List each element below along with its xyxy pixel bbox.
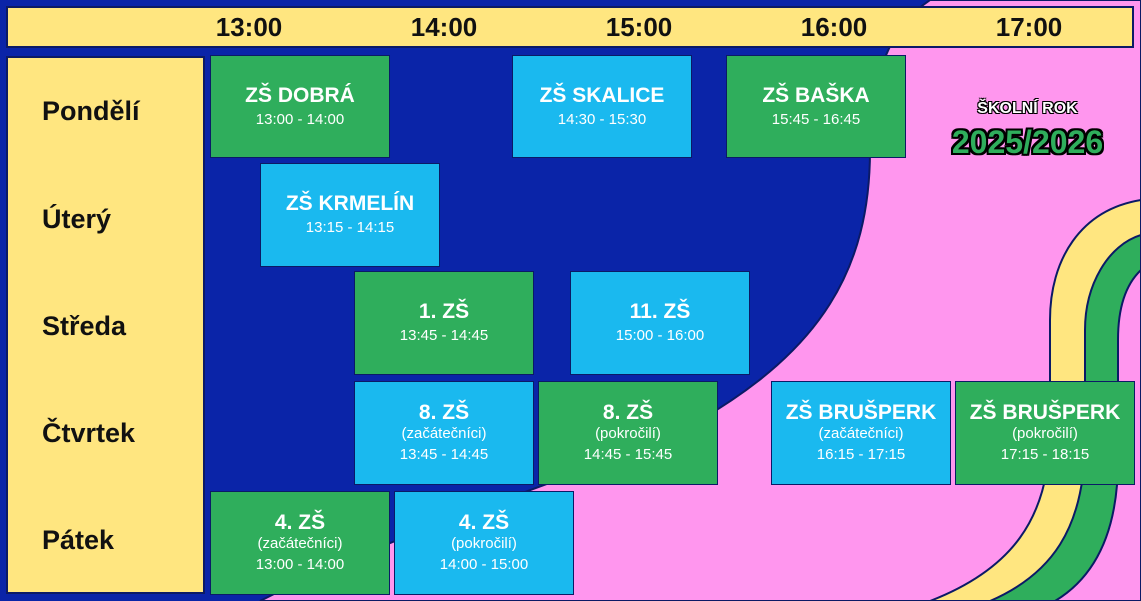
schedule-block[interactable]: 8. ZŠ (začátečníci) 13:45 - 14:45 bbox=[354, 381, 534, 485]
schedule-block[interactable]: ZŠ KRMELÍN 13:15 - 14:15 bbox=[260, 163, 440, 267]
schedule-block[interactable]: ZŠ BAŠKA 15:45 - 16:45 bbox=[726, 55, 906, 158]
schedule-block[interactable]: 1. ZŠ 13:45 - 14:45 bbox=[354, 271, 534, 375]
day-label: Středa bbox=[42, 311, 127, 341]
school-year-label: ŠKOLNÍ ROK bbox=[977, 100, 1078, 117]
block-level: (pokročilí) bbox=[595, 425, 661, 442]
block-time: 13:45 - 14:45 bbox=[399, 327, 489, 344]
schedule-block[interactable]: 8. ZŠ (pokročilí) 14:45 - 15:45 bbox=[538, 381, 718, 485]
block-time: 13:45 - 14:45 bbox=[399, 446, 489, 463]
block-time: 16:15 - 17:15 bbox=[816, 446, 906, 463]
block-level: (začátečníci) bbox=[401, 425, 487, 442]
block-time: 14:30 - 15:30 bbox=[557, 110, 647, 128]
schedule-block[interactable]: ZŠ SKALICE 14:30 - 15:30 bbox=[512, 55, 692, 158]
day-column: Pondělí Úterý Středa Čtvrtek Pátek bbox=[6, 56, 205, 594]
block-name: 4. ZŠ bbox=[274, 511, 326, 534]
day-label: Pátek bbox=[42, 525, 115, 555]
time-label: 14:00 bbox=[410, 12, 478, 42]
block-name: ZŠ KRMELÍN bbox=[285, 192, 415, 215]
block-time: 13:00 - 14:00 bbox=[255, 110, 345, 128]
block-time: 13:15 - 14:15 bbox=[305, 219, 395, 236]
time-header: 13:00 14:00 15:00 16:00 17:00 bbox=[6, 6, 1134, 48]
block-time: 14:00 - 15:00 bbox=[439, 556, 529, 573]
time-label: 16:00 bbox=[800, 12, 868, 42]
block-time: 13:00 - 14:00 bbox=[255, 556, 345, 573]
block-name: 11. ZŠ bbox=[629, 300, 691, 323]
schedule-block[interactable]: ZŠ BRUŠPERK (začátečníci) 16:15 - 17:15 bbox=[771, 381, 951, 485]
block-name: ZŠ SKALICE bbox=[539, 83, 665, 107]
block-level: (začátečníci) bbox=[257, 535, 343, 552]
schedule-block[interactable]: 4. ZŠ (začátečníci) 13:00 - 14:00 bbox=[210, 491, 390, 595]
school-year-value: 2025/2026 bbox=[951, 124, 1104, 160]
time-label: 15:00 bbox=[605, 12, 673, 42]
block-name: ZŠ BRUŠPERK bbox=[969, 401, 1121, 424]
block-name: 8. ZŠ bbox=[418, 401, 470, 424]
block-level: (pokročilí) bbox=[1012, 425, 1078, 442]
block-name: ZŠ BAŠKA bbox=[762, 83, 870, 107]
schedule-block[interactable]: ZŠ BRUŠPERK (pokročilí) 17:15 - 18:15 bbox=[955, 381, 1135, 485]
block-name: 1. ZŠ bbox=[418, 300, 470, 323]
block-name: ZŠ DOBRÁ bbox=[245, 83, 355, 107]
block-name: ZŠ BRUŠPERK bbox=[785, 401, 937, 424]
block-name: 8. ZŠ bbox=[602, 401, 654, 424]
block-time: 15:45 - 16:45 bbox=[771, 110, 861, 128]
schedule-block[interactable]: 11. ZŠ 15:00 - 16:00 bbox=[570, 271, 750, 375]
time-label: 13:00 bbox=[215, 12, 283, 42]
day-label: Úterý bbox=[42, 204, 112, 234]
block-level: (pokročilí) bbox=[451, 535, 517, 552]
block-time: 15:00 - 16:00 bbox=[615, 327, 705, 344]
block-level: (začátečníci) bbox=[818, 425, 904, 442]
day-label: Čtvrtek bbox=[42, 418, 136, 448]
block-time: 17:15 - 18:15 bbox=[1000, 446, 1090, 463]
schedule-block[interactable]: ZŠ DOBRÁ 13:00 - 14:00 bbox=[210, 55, 390, 158]
day-label: Pondělí bbox=[42, 96, 140, 126]
block-name: 4. ZŠ bbox=[458, 511, 510, 534]
schedule-block[interactable]: 4. ZŠ (pokročilí) 14:00 - 15:00 bbox=[394, 491, 574, 595]
block-time: 14:45 - 15:45 bbox=[583, 446, 673, 463]
time-label: 17:00 bbox=[995, 12, 1063, 42]
